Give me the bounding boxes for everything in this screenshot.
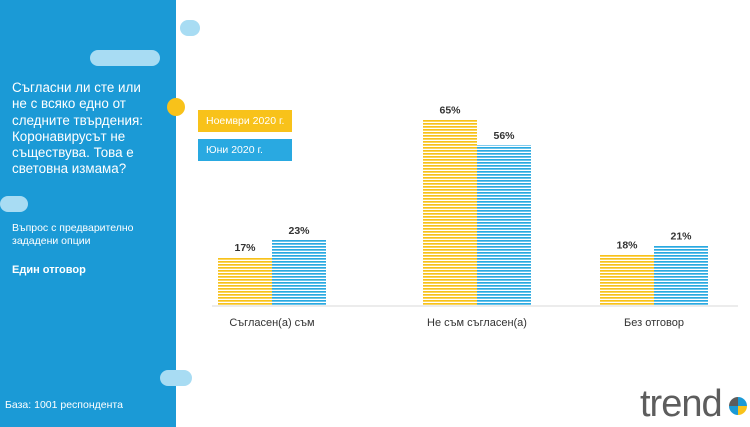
decor-pill — [160, 370, 192, 386]
bar-june-2 — [654, 245, 708, 306]
category-label: Без отговор — [624, 317, 684, 329]
decor-pill — [0, 196, 28, 212]
bar-november-2 — [600, 254, 654, 306]
category-label: Съгласен(а) съм — [229, 317, 314, 329]
data-label: 18% — [616, 239, 638, 251]
legend-label-november: Ноември 2020 г. — [206, 115, 285, 127]
category-label: Не съм съгласен(а) — [427, 317, 527, 329]
decor-pill — [180, 20, 200, 36]
bar-june-1 — [477, 145, 531, 306]
legend-item-november: Ноември 2020 г. — [198, 110, 292, 132]
bar-november-0 — [218, 257, 272, 306]
decor-pill — [90, 50, 160, 66]
logo-mark-icon — [729, 397, 747, 415]
data-label: 21% — [670, 231, 692, 243]
legend-item-june: Юни 2020 г. — [198, 139, 292, 161]
data-label: 65% — [439, 104, 461, 116]
sidebar-panel — [0, 0, 176, 427]
data-label: 17% — [234, 242, 256, 254]
question-type: Въпрос с предварително зададени опции — [12, 222, 134, 247]
question-text: Съгласни ли сте или не с всяко едно от с… — [12, 80, 143, 177]
data-label: 56% — [493, 130, 515, 142]
base-note: База: 1001 респондента — [5, 399, 123, 411]
trend-logo: trend — [640, 383, 723, 425]
data-label: 23% — [288, 225, 310, 237]
bar-november-1 — [423, 119, 477, 306]
answer-mode: Един отговор — [12, 264, 86, 276]
decor-dot — [167, 98, 185, 116]
bar-june-0 — [272, 239, 326, 306]
legend-label-june: Юни 2020 г. — [206, 144, 263, 156]
